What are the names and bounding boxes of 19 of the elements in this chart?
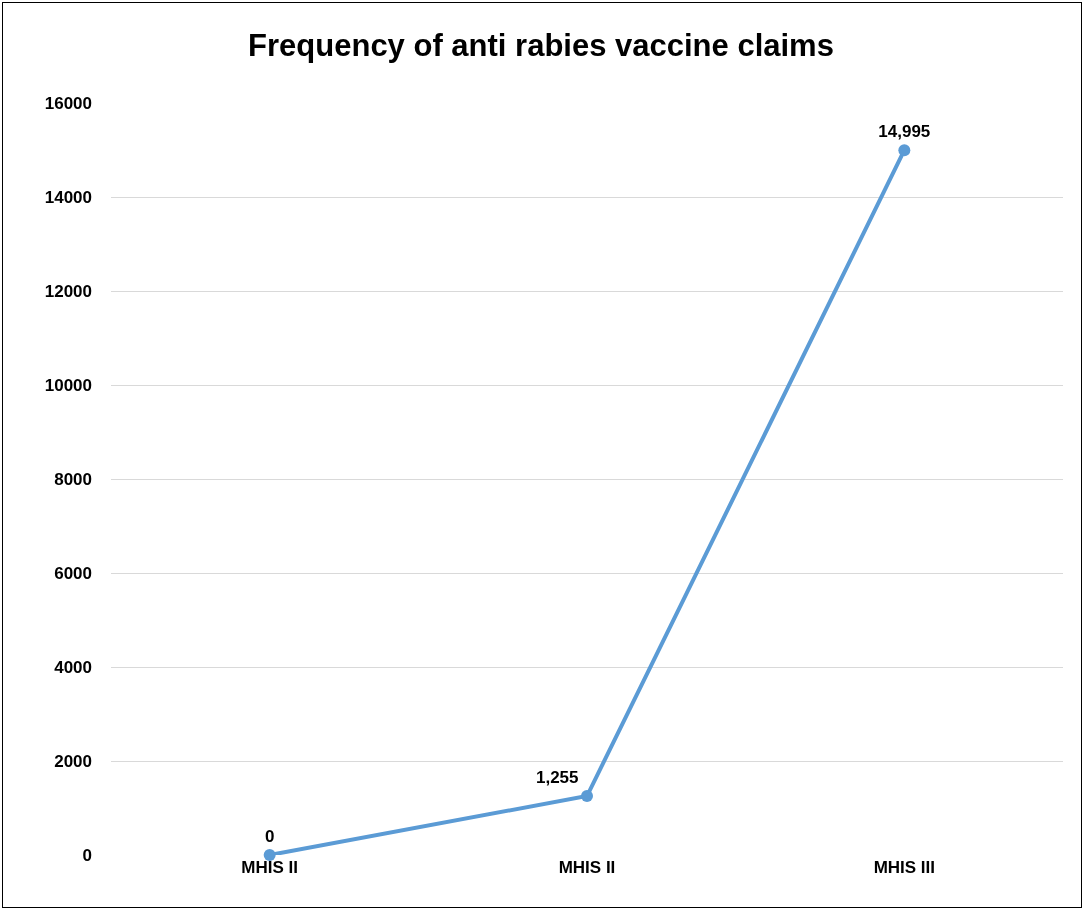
x-tick-label: MHIS II bbox=[241, 858, 299, 877]
y-tick-label: 0 bbox=[82, 845, 92, 865]
point bbox=[898, 144, 911, 157]
y-tick-label: 14000 bbox=[44, 187, 92, 207]
y-tick-label: 8000 bbox=[54, 469, 92, 489]
y-tick-label: 12000 bbox=[44, 281, 92, 301]
y-tick-label: 4000 bbox=[54, 657, 92, 677]
chart-title: Frequency of anti rabies vaccine claims bbox=[248, 28, 834, 64]
y-tick-label: 10000 bbox=[44, 375, 92, 395]
data-label: 1,255 bbox=[535, 768, 579, 788]
x-tick-label: MHIS II bbox=[558, 858, 616, 877]
x-tick-label: MHIS III bbox=[873, 858, 936, 877]
y-tick-label: 16000 bbox=[44, 93, 92, 113]
data-label: 0 bbox=[264, 827, 275, 847]
point bbox=[581, 790, 593, 803]
data-label: 14,995 bbox=[878, 122, 931, 142]
y-tick-label: 6000 bbox=[54, 563, 92, 583]
point bbox=[263, 849, 276, 861]
y-tick-label: 2000 bbox=[54, 751, 92, 771]
